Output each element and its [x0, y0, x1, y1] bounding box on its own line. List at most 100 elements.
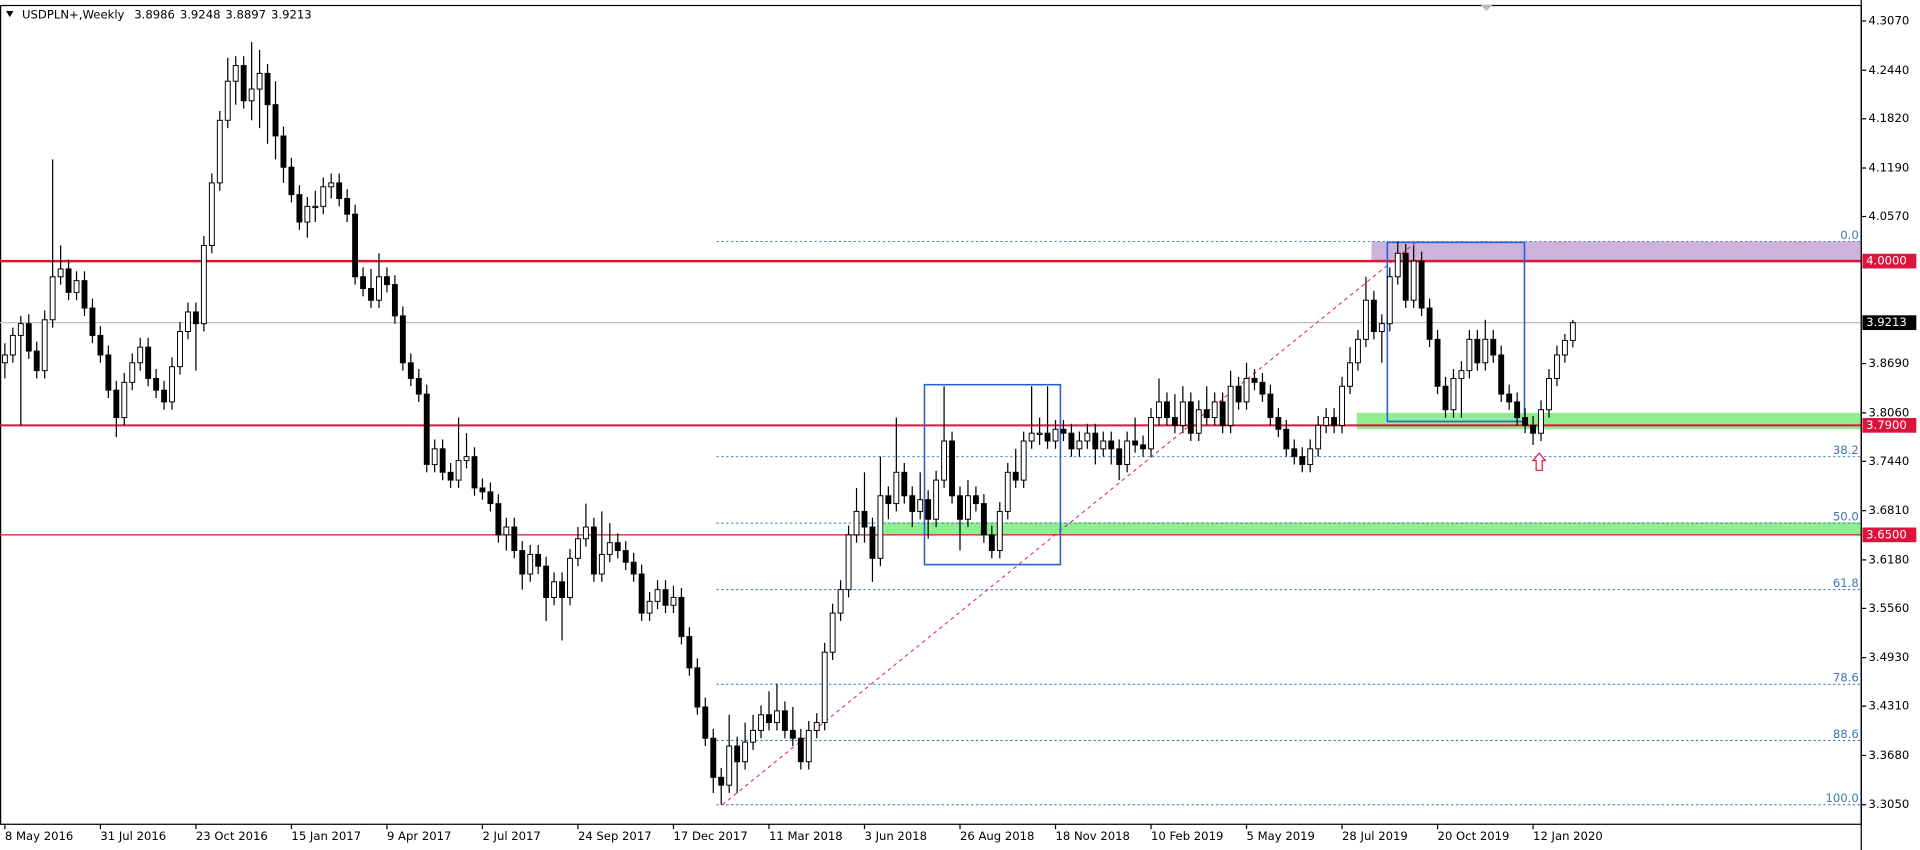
- candle-body: [646, 600, 653, 614]
- candle-body: [925, 499, 932, 520]
- candle-body: [829, 612, 836, 653]
- candle-body: [797, 737, 804, 763]
- candle-body: [1195, 409, 1202, 434]
- candle-body: [57, 268, 64, 278]
- zone: [1371, 241, 1862, 262]
- scroll-marker: [1480, 4, 1493, 12]
- candle-body: [980, 503, 987, 536]
- candle-body: [479, 487, 486, 493]
- candle-body: [328, 182, 335, 188]
- fib-label: 61.8: [1833, 576, 1859, 590]
- x-tick-label: 11 Mar 2018: [769, 829, 843, 843]
- candle-body: [1378, 323, 1385, 332]
- x-tick-label: 26 Aug 2018: [960, 829, 1034, 843]
- candle-body: [384, 276, 390, 286]
- candle-body: [1386, 276, 1393, 325]
- candle-body: [272, 104, 279, 137]
- candle-body: [1267, 393, 1274, 419]
- candle-body: [1283, 428, 1290, 450]
- y-tick-label: 3.8060: [1869, 405, 1910, 419]
- candle-body: [614, 542, 621, 552]
- candle-body: [1164, 401, 1170, 419]
- chart-title: USDPLN+,Weekly 3.8986 3.9248 3.8897 3.9213: [22, 7, 312, 21]
- candle-body: [1498, 354, 1505, 395]
- y-tick-label: 3.3680: [1869, 748, 1910, 762]
- x-tick-label: 5 May 2019: [1247, 829, 1315, 843]
- up-arrow-icon: [1531, 452, 1547, 471]
- candle-body: [781, 710, 788, 731]
- candle-body: [1251, 377, 1258, 383]
- candle-body: [1561, 339, 1568, 356]
- candle-body: [495, 503, 502, 536]
- candle-body: [1323, 417, 1330, 426]
- candle-body: [1569, 322, 1576, 341]
- candle-body: [224, 80, 231, 121]
- candle-body: [1418, 260, 1425, 309]
- candle-body: [933, 479, 940, 520]
- candle-body: [1522, 417, 1529, 426]
- candle-body: [17, 323, 24, 336]
- candle-body: [376, 276, 382, 301]
- candle-body: [1036, 432, 1043, 435]
- zone: [884, 522, 1862, 535]
- candle-body: [1530, 424, 1536, 434]
- y-tick-label: 3.5560: [1869, 601, 1910, 615]
- x-tick-label: 18 Nov 2018: [1056, 829, 1130, 843]
- candle-body: [1362, 299, 1369, 340]
- close-value: 3.9213: [271, 7, 312, 21]
- symbol: USDPLN+,Weekly: [22, 7, 125, 21]
- box: [1386, 241, 1526, 423]
- candle-body: [551, 581, 558, 598]
- candle-body: [638, 573, 645, 614]
- price-label: 3.6500: [1866, 527, 1907, 541]
- candle-body: [750, 729, 756, 743]
- candle-body: [606, 542, 613, 555]
- candle-body: [129, 362, 136, 383]
- y-tick-label: 3.4310: [1869, 699, 1910, 713]
- candle-body: [774, 710, 780, 724]
- candle-body: [742, 741, 749, 763]
- candle-body: [296, 194, 303, 223]
- candle-body: [208, 182, 215, 246]
- fib-label: 38.2: [1833, 443, 1859, 457]
- candle-body: [686, 636, 693, 669]
- candle-body: [81, 280, 88, 309]
- candle-body: [1434, 338, 1441, 387]
- y-tick-label: 4.2440: [1869, 63, 1910, 77]
- candle-body: [471, 456, 478, 489]
- candle-body: [423, 393, 430, 465]
- candle-body: [734, 745, 741, 763]
- candle-body: [1148, 417, 1154, 450]
- candle-body: [1140, 444, 1146, 450]
- candle-body: [1442, 385, 1449, 411]
- candle-body: [1466, 338, 1473, 372]
- candle-body: [1044, 432, 1051, 442]
- candle-body: [137, 346, 144, 364]
- candle-body: [893, 471, 900, 505]
- candle-body: [248, 88, 255, 102]
- candle-body: [1426, 307, 1433, 340]
- candle-body: [941, 440, 948, 481]
- candle-body: [368, 287, 374, 301]
- candle-body: [519, 550, 526, 575]
- candle-body: [391, 284, 398, 317]
- y-tick-label: 4.1190: [1869, 161, 1910, 175]
- candle-body: [1554, 354, 1560, 379]
- candle-body: [1, 354, 8, 364]
- candle-body: [1116, 448, 1123, 465]
- candle-body: [861, 510, 868, 528]
- candle-body: [145, 346, 152, 379]
- candle-body: [758, 714, 764, 731]
- candle-body: [821, 651, 828, 724]
- candle-body: [1004, 471, 1011, 512]
- candle-body: [630, 561, 637, 575]
- candle-body: [1370, 299, 1377, 332]
- y-tick-label: 3.6810: [1869, 503, 1910, 517]
- candle-body: [360, 276, 366, 289]
- candle-body: [1506, 393, 1513, 403]
- candle-body: [1259, 381, 1266, 395]
- y-tick-label: 4.3070: [1869, 13, 1910, 27]
- candle-body: [447, 471, 454, 481]
- candle-body: [1275, 417, 1282, 430]
